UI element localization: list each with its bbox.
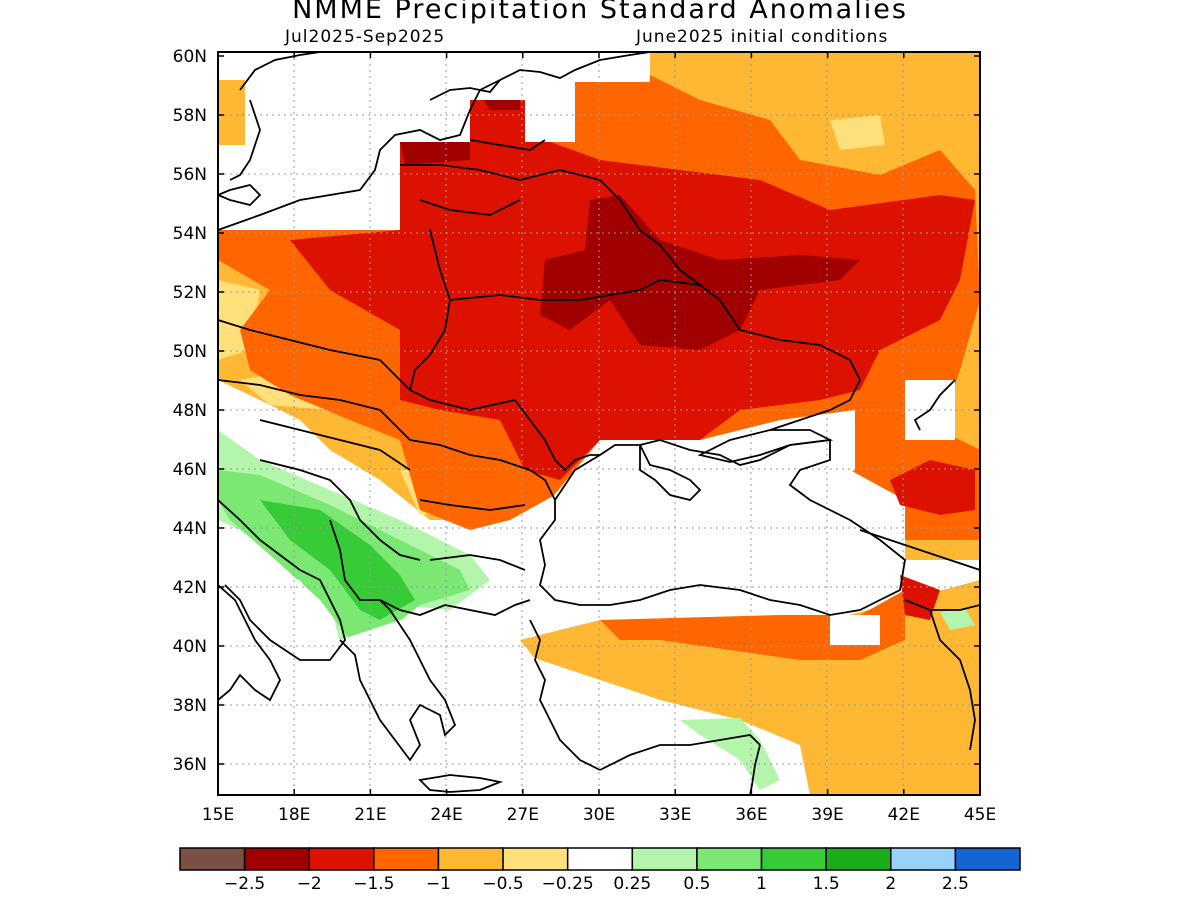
- colorbar-swatch: [696, 847, 763, 871]
- coastline-denmark: [218, 184, 262, 206]
- region-light-orange-2: [830, 115, 885, 150]
- colorbar-swatch: [373, 847, 440, 871]
- colorbar-label: −0.25: [542, 874, 594, 894]
- colorbar-swatch: [179, 847, 246, 871]
- colorbar-label: 1.5: [813, 874, 840, 894]
- lat-label: 38N: [173, 696, 207, 716]
- mask-black-sea: [525, 410, 905, 615]
- border-poland-belarus: [409, 229, 451, 391]
- border-balkans: [259, 459, 421, 601]
- colorbar-swatch: [890, 847, 957, 871]
- coastline-black-sea: [539, 438, 906, 616]
- colorbar-swatch: [243, 847, 310, 871]
- colorbar-label: −1: [426, 874, 451, 894]
- mask-small-1: [830, 615, 880, 645]
- region-green-ne: [940, 608, 975, 630]
- colorbar-swatch: [760, 847, 827, 871]
- lat-label: 42N: [173, 578, 207, 598]
- border-turkey-east: [904, 599, 980, 751]
- lat-label: 50N: [173, 342, 207, 362]
- colorbar-swatch: [631, 847, 698, 871]
- coastline-italy-heel: [218, 584, 282, 702]
- colorbar-label: 2: [885, 874, 896, 894]
- coastline-gulf-finland: [429, 79, 501, 101]
- coastline-sweden: [229, 52, 321, 181]
- coastline-turkey-south: [599, 734, 761, 771]
- coastline-baltic: [218, 52, 651, 231]
- border-belarus-ukraine: [449, 279, 741, 331]
- lat-label: 44N: [173, 519, 207, 539]
- region-dark-red-sw: [400, 142, 470, 165]
- lat-label: 54N: [173, 224, 207, 244]
- region-mid-green: [260, 500, 415, 620]
- coastline-azov: [697, 429, 834, 463]
- init-label: June2025 initial conditions: [636, 27, 889, 47]
- coastline-caspian: [913, 379, 956, 431]
- lon-label: 36E: [735, 805, 767, 825]
- colorbar-swatch: [954, 847, 1021, 871]
- region-dark-orange-south: [600, 590, 905, 660]
- lat-label: 46N: [173, 460, 207, 480]
- lon-label: 39E: [811, 805, 843, 825]
- lon-label: 18E: [278, 805, 310, 825]
- colorbar-swatch: [437, 847, 504, 871]
- colorbar-label: −1.5: [353, 874, 394, 894]
- lat-label: 48N: [173, 401, 207, 421]
- lon-label: 45E: [964, 805, 996, 825]
- lat-label: 56N: [173, 165, 207, 185]
- lon-label: 42E: [888, 805, 920, 825]
- colorbar-swatch: [502, 847, 569, 871]
- coastline-aegean-north: [379, 599, 531, 616]
- colorbar-swatch: [308, 847, 375, 871]
- lat-label: 36N: [173, 755, 207, 775]
- colorbar-swatch: [566, 847, 634, 871]
- lon-label: 33E: [659, 805, 691, 825]
- coastlines-borders: [218, 52, 980, 795]
- coastline-crete: [418, 774, 504, 793]
- coastline-adriatic: [218, 499, 346, 661]
- colorbar-label: 0.25: [613, 874, 651, 894]
- longitude-labels: 15E 18E 21E 24E 27E 30E 33E 36E 39E 42E 45E: [202, 805, 996, 825]
- lon-label: 27E: [507, 805, 539, 825]
- region-red-east: [890, 460, 975, 515]
- region-green-levant: [680, 718, 780, 790]
- border-baltics: [400, 139, 601, 216]
- coastline-turkey-west: [529, 619, 601, 771]
- coastline-greece: [339, 599, 457, 762]
- colorbar-label: −2: [297, 874, 322, 894]
- colorbar-label: 0.5: [683, 874, 710, 894]
- border-belarus-russia: [599, 179, 701, 286]
- period-label: Jul2025-Sep2025: [285, 27, 446, 47]
- border-ukraine-russia: [739, 329, 862, 431]
- colorbar-label: 2.5: [942, 874, 969, 894]
- lat-label: 60N: [173, 47, 207, 67]
- map-title: NMME Precipitation Standard Anomalies: [292, 0, 908, 25]
- colorbar-swatch: [825, 847, 892, 871]
- lon-label: 15E: [202, 805, 234, 825]
- border-central-europe: [218, 319, 411, 471]
- colorbar-label: 1: [756, 874, 767, 894]
- lon-label: 30E: [583, 805, 615, 825]
- border-romania: [409, 389, 556, 501]
- lon-label: 24E: [430, 805, 462, 825]
- lon-label: 21E: [354, 805, 386, 825]
- mask-baltic: [218, 52, 650, 230]
- border-bulgaria: [419, 499, 526, 571]
- lat-label: 52N: [173, 283, 207, 303]
- border-moldova: [514, 399, 600, 472]
- colorbar-label: −2.5: [224, 874, 265, 894]
- region-red-ne-turkey: [900, 575, 940, 620]
- border-caucasus: [859, 529, 980, 571]
- mask-aegean: [218, 580, 690, 795]
- lat-label: 40N: [173, 637, 207, 657]
- colorbar-labels: −2.5 −2 −1.5 −1 −0.5 −0.25 0.25 0.5 1 1.5 2 2.5: [224, 874, 969, 894]
- lat-label: 58N: [173, 106, 207, 126]
- latitude-labels: 60N 58N 56N 54N 52N 50N 48N 46N 44N 42N 40N 38N 36N: [173, 47, 207, 775]
- colorbar: [179, 847, 1021, 871]
- coastline-crimea: [639, 444, 702, 501]
- colorbar-label: −0.5: [482, 874, 523, 894]
- region-dark-red: [540, 195, 860, 350]
- axis-ticks: [217, 52, 981, 795]
